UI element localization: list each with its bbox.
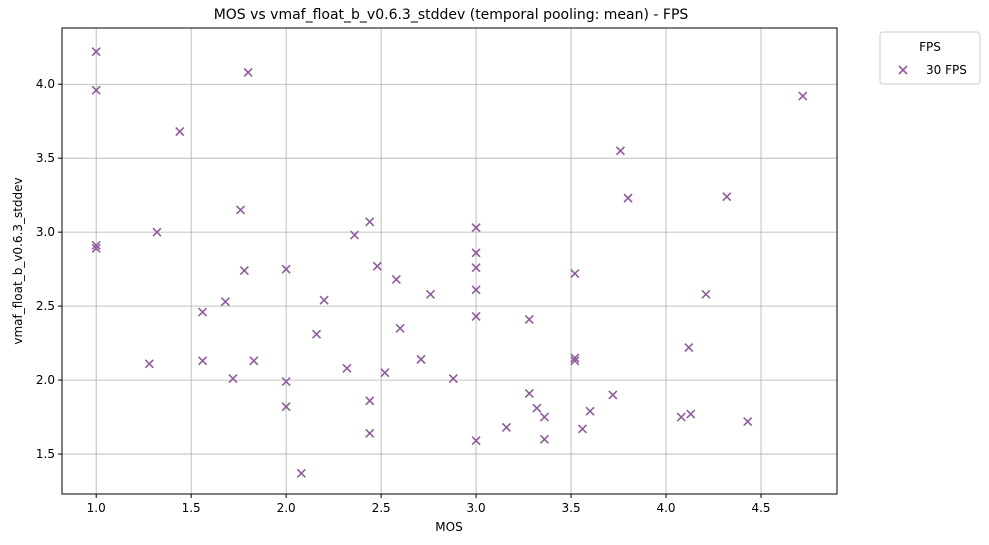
data-point <box>743 416 753 427</box>
data-point <box>281 377 291 387</box>
data-point <box>524 314 534 325</box>
legend-marker-icon <box>898 65 908 75</box>
data-point <box>425 289 436 299</box>
data-point <box>524 388 534 398</box>
data-point <box>281 264 291 274</box>
data-point <box>235 205 246 215</box>
legend-marker-x <box>898 65 908 75</box>
data-point <box>372 261 382 271</box>
data-point <box>152 227 162 237</box>
data-point <box>701 289 711 299</box>
legend-entry-label: 30 FPS <box>926 63 967 77</box>
data-point <box>798 91 808 101</box>
data-point <box>342 363 352 373</box>
data-point <box>471 436 481 446</box>
data-point <box>585 406 595 416</box>
data-point <box>539 412 550 422</box>
data-point <box>91 240 101 251</box>
data-point <box>570 353 580 363</box>
data-point <box>539 434 550 444</box>
data-point <box>471 263 481 273</box>
chart-title: MOS vs vmaf_float_b_v0.6.3_stddev (tempo… <box>214 7 689 23</box>
data-point <box>91 85 101 95</box>
data-point <box>448 374 458 384</box>
data-point <box>365 217 375 227</box>
data-point <box>471 223 481 233</box>
data-point <box>239 266 249 276</box>
data-points <box>91 47 808 478</box>
y-tick-label: 1.5 <box>36 447 55 461</box>
legend: FPS 30 FPS <box>879 31 981 85</box>
x-tick-label: 4.0 <box>656 501 675 515</box>
x-tick-label: 4.5 <box>751 501 770 515</box>
x-tick-label: 1.0 <box>87 501 106 515</box>
x-tick-label: 3.0 <box>467 501 486 515</box>
x-axis-label: MOS <box>435 520 462 534</box>
plot-frame <box>61 27 838 495</box>
data-point <box>391 274 401 285</box>
y-tick-label: 3.0 <box>36 225 55 239</box>
data-point <box>281 402 291 412</box>
data-point <box>676 412 686 422</box>
data-point <box>471 311 481 322</box>
data-point <box>365 428 375 438</box>
data-point <box>471 285 481 295</box>
data-point <box>686 409 696 419</box>
x-tick-label: 1.5 <box>182 501 201 515</box>
y-tick-label: 3.5 <box>36 151 55 165</box>
data-point <box>311 329 322 339</box>
y-tick-label: 2.0 <box>36 373 55 387</box>
legend-title: FPS <box>919 40 941 54</box>
data-point <box>319 295 329 305</box>
x-axis-ticks: 1.0 1.5 2.0 2.5 3.0 3.5 4.0 4.5 <box>87 494 771 515</box>
data-point <box>570 356 580 366</box>
data-point <box>577 424 588 434</box>
data-point <box>722 192 732 202</box>
data-point <box>249 356 259 366</box>
y-axis-ticks: 1.5 2.0 2.5 3.0 3.5 4.0 <box>36 77 62 461</box>
y-axis-label: vmaf_float_b_v0.6.3_stddev <box>11 177 25 344</box>
x-tick-label: 3.5 <box>562 501 581 515</box>
y-tick-label: 4.0 <box>36 77 55 91</box>
data-point <box>243 67 253 77</box>
data-point <box>380 368 390 378</box>
data-point <box>220 297 230 307</box>
data-point <box>623 193 633 203</box>
data-point <box>349 230 360 240</box>
data-point <box>296 468 306 478</box>
data-point <box>91 243 101 253</box>
data-point <box>608 390 618 400</box>
data-point <box>416 354 426 364</box>
x-tick-label: 2.0 <box>277 501 296 515</box>
x-tick-label: 2.5 <box>372 501 391 515</box>
data-point <box>197 307 208 317</box>
data-point <box>532 403 542 413</box>
data-point <box>570 269 580 279</box>
data-point <box>144 359 154 369</box>
data-point <box>228 374 238 384</box>
data-point <box>91 47 101 57</box>
y-tick-label: 2.5 <box>36 299 55 313</box>
grid-lines <box>62 28 837 494</box>
data-point <box>365 396 375 406</box>
data-point <box>471 248 481 258</box>
data-point <box>197 356 208 366</box>
data-point <box>501 422 512 432</box>
data-point <box>395 323 405 333</box>
data-point <box>615 146 626 156</box>
data-point <box>684 342 694 353</box>
data-point <box>175 126 185 137</box>
